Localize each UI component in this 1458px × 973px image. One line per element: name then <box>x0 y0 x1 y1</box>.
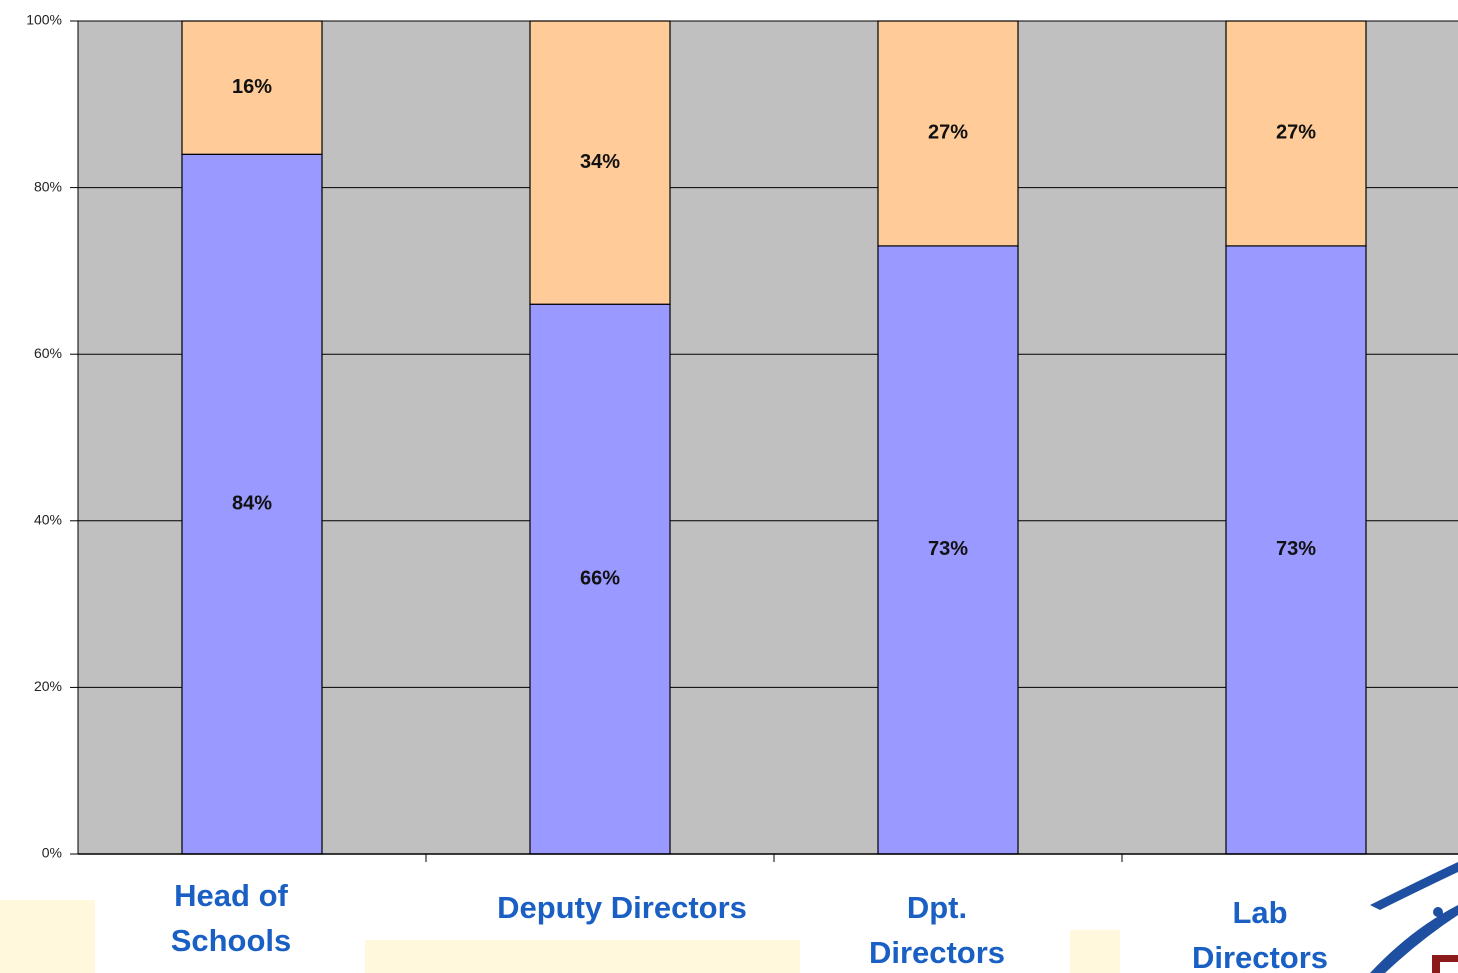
bar-segment <box>181 153 323 855</box>
logo-letter <box>1432 955 1458 973</box>
x-tick-label: Deputy Directors <box>497 890 747 925</box>
y-tick-label: 100% <box>26 12 62 28</box>
logo-dot <box>1433 907 1443 917</box>
data-label: 27% <box>928 122 968 144</box>
y-tick-label: 40% <box>34 512 62 528</box>
bar-segment <box>529 20 671 305</box>
x-tick-label: Head of Schools <box>170 878 292 958</box>
bar-segment <box>529 303 671 855</box>
data-label: 73% <box>928 538 968 560</box>
bar-segment <box>877 20 1019 247</box>
y-tick-label: 80% <box>34 178 62 194</box>
bar-segment <box>1225 20 1367 247</box>
data-label: 66% <box>580 567 620 589</box>
data-label: 73% <box>1276 538 1316 560</box>
data-label: 16% <box>232 76 272 98</box>
data-label: 27% <box>1276 122 1316 144</box>
logo-swoosh <box>1370 862 1458 910</box>
x-tick-label: Dpt. Directors <box>868 890 1006 970</box>
bar-segment <box>1225 245 1367 855</box>
bar-segment <box>181 20 323 155</box>
data-label: 34% <box>580 151 620 173</box>
y-tick-label: 0% <box>42 845 62 861</box>
backdrop <box>365 940 800 973</box>
data-label: 84% <box>232 492 272 514</box>
x-tick-label: Lab Directors <box>1191 895 1329 973</box>
y-tick-label: 20% <box>34 678 62 694</box>
logo-swoosh <box>1370 905 1458 973</box>
backdrop <box>1070 930 1120 973</box>
bar-segment <box>877 245 1019 855</box>
y-tick-label: 60% <box>34 345 62 361</box>
backdrop <box>0 900 95 973</box>
